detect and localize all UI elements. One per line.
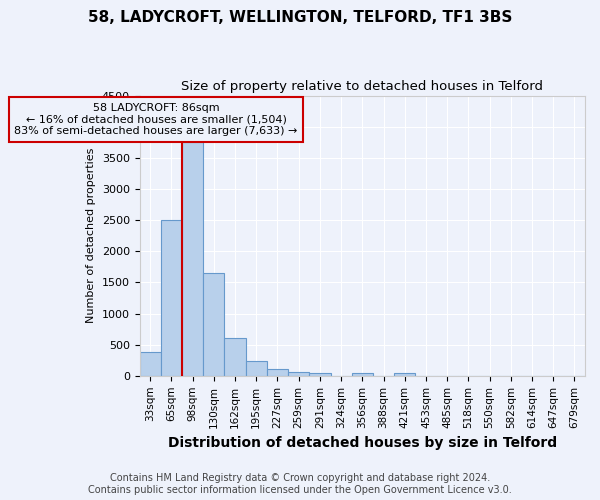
Bar	[288, 372, 309, 376]
Text: 58, LADYCROFT, WELLINGTON, TELFORD, TF1 3BS: 58, LADYCROFT, WELLINGTON, TELFORD, TF1 …	[88, 10, 512, 25]
Bar	[140, 352, 161, 376]
Text: 58 LADYCROFT: 86sqm
← 16% of detached houses are smaller (1,504)
83% of semi-det: 58 LADYCROFT: 86sqm ← 16% of detached ho…	[14, 103, 298, 136]
Bar	[352, 372, 373, 376]
Y-axis label: Number of detached properties: Number of detached properties	[86, 148, 96, 324]
Bar	[161, 220, 182, 376]
X-axis label: Distribution of detached houses by size in Telford: Distribution of detached houses by size …	[168, 436, 557, 450]
Bar	[182, 142, 203, 376]
Text: Contains HM Land Registry data © Crown copyright and database right 2024.
Contai: Contains HM Land Registry data © Crown c…	[88, 474, 512, 495]
Bar	[267, 369, 288, 376]
Title: Size of property relative to detached houses in Telford: Size of property relative to detached ho…	[181, 80, 544, 93]
Bar	[394, 372, 415, 376]
Bar	[203, 273, 224, 376]
Bar	[245, 361, 267, 376]
Bar	[224, 338, 245, 376]
Bar	[309, 372, 331, 376]
